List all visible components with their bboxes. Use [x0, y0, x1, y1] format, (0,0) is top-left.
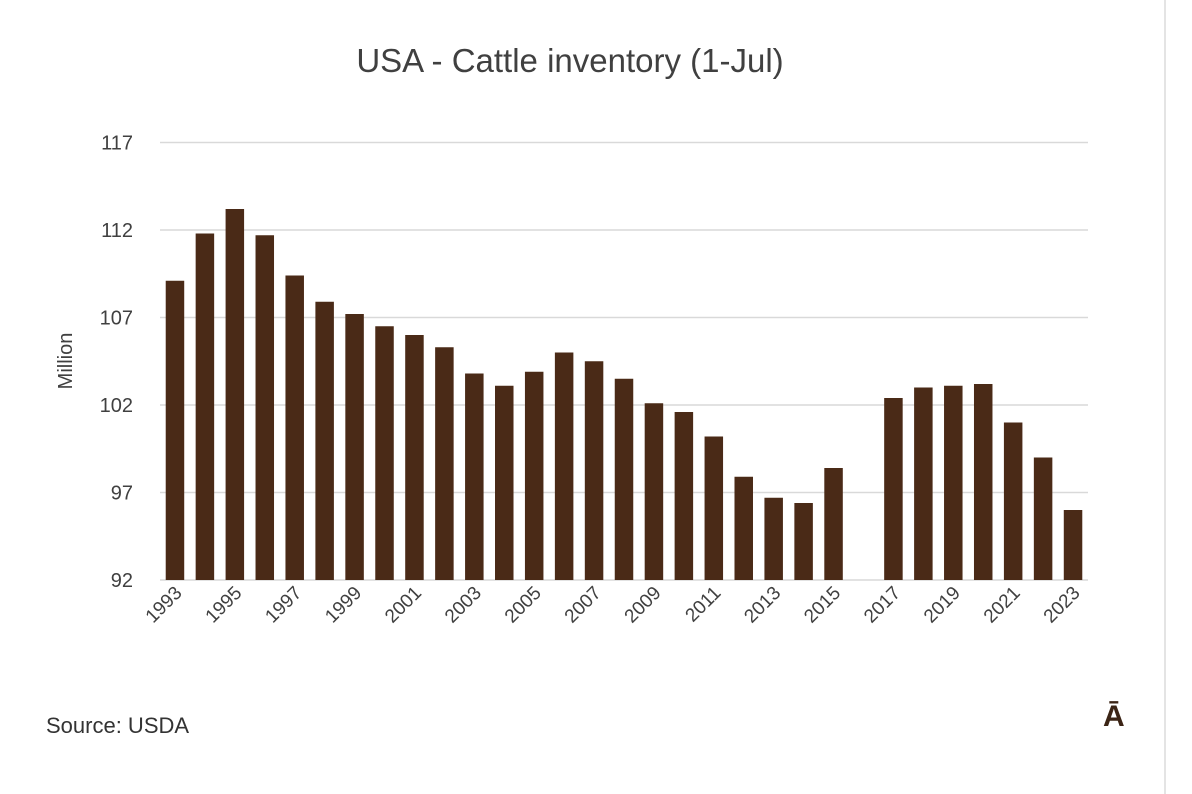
bar-2014: [794, 503, 813, 580]
x-tick-label: 2005: [501, 583, 546, 628]
bar-1998: [315, 301, 334, 580]
bar-2018: [914, 387, 933, 580]
x-tick-label: 2023: [1040, 583, 1085, 628]
bar-2008: [614, 378, 634, 580]
bar-2002: [435, 347, 454, 580]
y-tick-label: 92: [111, 570, 133, 592]
y-tick-label: 107: [100, 308, 133, 330]
bar-2009: [644, 403, 664, 580]
x-tick-label: 2003: [441, 583, 486, 628]
bar-2010: [674, 412, 694, 580]
bar-1996: [255, 235, 275, 580]
bar-2023: [1063, 510, 1083, 580]
x-tick-label: 1997: [261, 583, 306, 628]
bar-2001: [405, 335, 424, 580]
x-tick-label: 2007: [561, 583, 606, 628]
bar-2022: [1033, 457, 1053, 580]
bar-2017: [884, 398, 903, 580]
x-tick-label: 2015: [800, 583, 845, 628]
bar-2004: [495, 385, 514, 580]
x-tick-label: 2001: [381, 583, 426, 628]
bar-2006: [554, 352, 574, 580]
x-tick-label: 2019: [920, 583, 965, 628]
x-tick-label: 1993: [142, 583, 187, 628]
chart-title: USA - Cattle inventory (1-Jul): [356, 42, 784, 79]
bar-2020: [973, 384, 993, 580]
bar-1993: [165, 280, 185, 580]
bar-2013: [764, 497, 783, 580]
x-tick-label: 1995: [202, 583, 247, 628]
source-note: Source: USDA: [46, 713, 190, 738]
bar-2015: [824, 468, 843, 580]
x-tick-label: 1999: [321, 583, 366, 628]
y-tick-label: 117: [101, 133, 133, 155]
bar-2019: [944, 385, 963, 580]
bar-1995: [225, 209, 245, 580]
bar-2012: [734, 476, 753, 580]
bar-2000: [375, 326, 394, 580]
bar-2021: [1003, 422, 1023, 580]
bar-2011: [704, 436, 724, 580]
y-tick-label: 112: [101, 220, 133, 242]
bar-2005: [524, 371, 544, 580]
y-tick-label: 102: [100, 395, 133, 417]
x-tick-label: 2009: [621, 583, 666, 628]
bar-2007: [584, 361, 604, 580]
x-tick-label: 2013: [740, 583, 785, 628]
brand-logo: Ā: [1103, 700, 1125, 733]
x-tick-label: 2011: [682, 583, 726, 627]
y-axis-label: Million: [55, 333, 77, 390]
bar-1997: [285, 275, 304, 580]
x-tick-label: 2017: [860, 583, 905, 628]
x-tick-label: 2021: [980, 583, 1025, 628]
bar-1994: [195, 233, 215, 580]
bar-1999: [345, 314, 364, 580]
divider: [1164, 0, 1166, 794]
y-tick-label: 97: [111, 483, 133, 505]
bar-2003: [465, 373, 484, 580]
